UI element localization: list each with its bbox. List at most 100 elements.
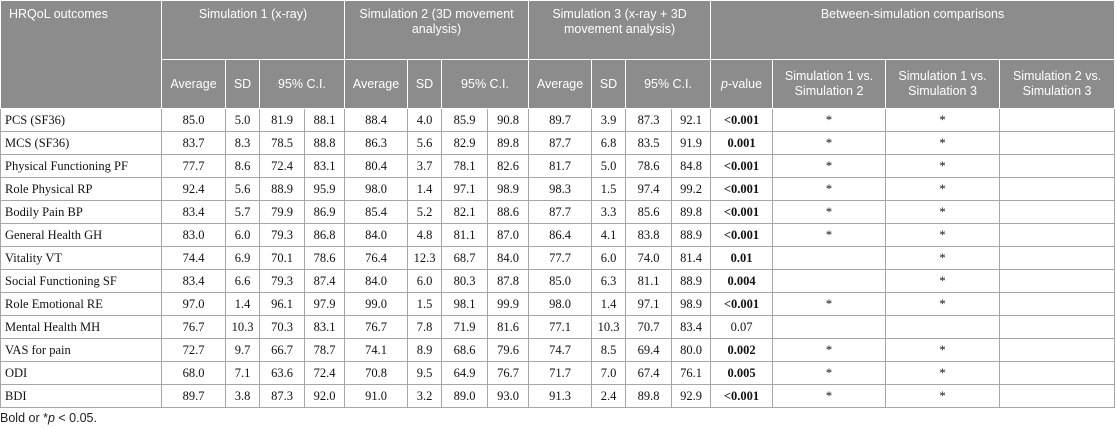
cmp-2-3-cell (999, 361, 1116, 385)
sim1-ci-upper-cell: 78.6 (304, 246, 345, 270)
sim1-ci-lower-cell: 79.3 (259, 269, 305, 293)
sim2-average-cell: 99.0 (344, 292, 408, 316)
sim3-ci-lower-cell: 97.1 (625, 292, 673, 316)
sim2-average-cell: 70.8 (344, 361, 408, 385)
cmp-2-3-cell (999, 223, 1116, 247)
sim2-average-cell: 98.0 (344, 177, 408, 201)
sim1-average-cell: 89.7 (161, 384, 226, 408)
sim2-ci-upper-cell: 90.8 (486, 108, 530, 132)
sim1-sd-cell: 8.6 (225, 154, 260, 178)
sim2-ci-lower-cell: 97.1 (441, 177, 488, 201)
sim1-ci-upper-cell: 88.8 (304, 131, 345, 155)
cmp-1-3-header: Simulation 1 vs. Simulation 3 (885, 59, 1001, 109)
sim3-ci-upper-cell: 88.9 (671, 223, 712, 247)
sim2-ci-lower-cell: 68.7 (441, 246, 488, 270)
cmp-2-3-cell (999, 177, 1116, 201)
sim1-average-cell: 76.7 (161, 315, 226, 339)
sim2-sd-cell: 4.8 (407, 223, 442, 247)
sim2-sd-cell: 8.9 (407, 338, 442, 362)
sim1-sd-cell: 1.4 (225, 292, 260, 316)
sim3-sd-cell: 1.5 (591, 177, 627, 201)
sim1-ci-upper-cell: 83.1 (304, 154, 345, 178)
sim3-average-cell: 89.7 (528, 108, 593, 132)
hrqol-table: HRQoL outcomes Simulation 1 (x-ray) Simu… (0, 0, 1116, 408)
sim1-average-header: Average (161, 59, 226, 109)
sim3-ci-lower-cell: 78.6 (625, 154, 673, 178)
comparisons-header: Between-simulation comparisons (710, 0, 1116, 60)
sim1-ci-upper-cell: 88.1 (304, 108, 345, 132)
table-row: Role Emotional RE 97.0 1.4 96.1 97.9 99.0 1.5 9… (0, 292, 1116, 316)
sim3-sd-cell: 8.5 (591, 338, 627, 362)
sim1-average-cell: 83.4 (161, 200, 226, 224)
sim2-average-cell: 85.4 (344, 200, 408, 224)
sim3-header: Simulation 3 (x-ray + 3D movement analys… (528, 0, 712, 60)
sim3-sd-cell: 3.3 (591, 200, 627, 224)
sim1-ci-header: 95% C.I. (259, 59, 345, 109)
sim2-ci-lower-cell: 81.1 (441, 223, 488, 247)
sim3-sd-cell: 6.0 (591, 246, 627, 270)
sim1-ci-lower-cell: 79.9 (259, 200, 305, 224)
cmp-1-2-cell (772, 315, 887, 339)
cmp-1-3-cell: * (885, 292, 1001, 316)
sim3-ci-upper-cell: 99.2 (671, 177, 712, 201)
cmp-1-3-cell: * (885, 338, 1001, 362)
cmp-1-3-cell: * (885, 177, 1001, 201)
cmp-2-3-cell (999, 269, 1116, 293)
cmp-1-2-header: Simulation 1 vs. Simulation 2 (772, 59, 887, 109)
sim1-ci-upper-cell: 87.4 (304, 269, 345, 293)
sim3-average-cell: 98.0 (528, 292, 593, 316)
sim3-sd-cell: 6.3 (591, 269, 627, 293)
outcome-cell: MCS (SF36) (0, 131, 162, 155)
outcome-cell: Vitality VT (0, 246, 162, 270)
outcome-cell: Social Functioning SF (0, 269, 162, 293)
sim2-sd-cell: 4.0 (407, 108, 442, 132)
sim2-ci-lower-cell: 98.1 (441, 292, 488, 316)
cmp-1-3-cell: * (885, 269, 1001, 293)
sim1-average-cell: 83.4 (161, 269, 226, 293)
sim3-ci-lower-cell: 89.8 (625, 384, 673, 408)
sim1-ci-lower-cell: 87.3 (259, 384, 305, 408)
footnote-italic: p (47, 411, 55, 425)
sim1-ci-lower-cell: 63.6 (259, 361, 305, 385)
cmp-1-3-cell (885, 315, 1001, 339)
sim3-ci-upper-cell: 76.1 (671, 361, 712, 385)
sim1-sd-cell: 6.9 (225, 246, 260, 270)
sim3-ci-lower-cell: 67.4 (625, 361, 673, 385)
cmp-1-2-cell (772, 269, 887, 293)
pvalue-cell: <0.001 (710, 200, 774, 224)
outcome-cell: BDI (0, 384, 162, 408)
sim2-average-cell: 91.0 (344, 384, 408, 408)
cmp-2-3-cell (999, 246, 1116, 270)
sim3-average-cell: 85.0 (528, 269, 593, 293)
sim3-average-cell: 87.7 (528, 200, 593, 224)
table-row: MCS (SF36) 83.7 8.3 78.5 88.8 86.3 5.6 82.9 89.8… (0, 131, 1116, 155)
sim3-average-cell: 71.7 (528, 361, 593, 385)
outcomes-header: HRQoL outcomes (0, 0, 162, 109)
sim2-ci-lower-cell: 68.6 (441, 338, 488, 362)
sim2-sd-cell: 9.5 (407, 361, 442, 385)
pvalue-cell: 0.07 (710, 315, 774, 339)
table-row: Physical Functioning PF 77.7 8.6 72.4 83.1 80… (0, 154, 1116, 178)
sim2-ci-upper-cell: 76.7 (486, 361, 530, 385)
cmp-1-2-cell: * (772, 108, 887, 132)
sim3-ci-lower-cell: 83.5 (625, 131, 673, 155)
pvalue-header: p-value (710, 59, 774, 109)
cmp-1-2-cell: * (772, 131, 887, 155)
sim2-ci-lower-cell: 71.9 (441, 315, 488, 339)
table-row: VAS for pain 72.7 9.7 66.7 78.7 74.1 8.9 68.6 79… (0, 338, 1116, 362)
sim2-ci-upper-cell: 87.8 (486, 269, 530, 293)
sim3-average-cell: 77.1 (528, 315, 593, 339)
sim1-ci-lower-cell: 78.5 (259, 131, 305, 155)
sim3-ci-lower-cell: 69.4 (625, 338, 673, 362)
sim3-average-cell: 98.3 (528, 177, 593, 201)
sim1-average-cell: 68.0 (161, 361, 226, 385)
sim3-ci-lower-cell: 74.0 (625, 246, 673, 270)
sim3-sd-cell: 2.4 (591, 384, 627, 408)
outcome-cell: Role Physical RP (0, 177, 162, 201)
sim3-ci-lower-cell: 70.7 (625, 315, 673, 339)
sim1-sd-cell: 3.8 (225, 384, 260, 408)
sim1-sd-cell: 5.7 (225, 200, 260, 224)
sim1-sd-cell: 6.0 (225, 223, 260, 247)
sim2-sd-cell: 7.8 (407, 315, 442, 339)
pvalue-header-italic: p (721, 76, 728, 91)
